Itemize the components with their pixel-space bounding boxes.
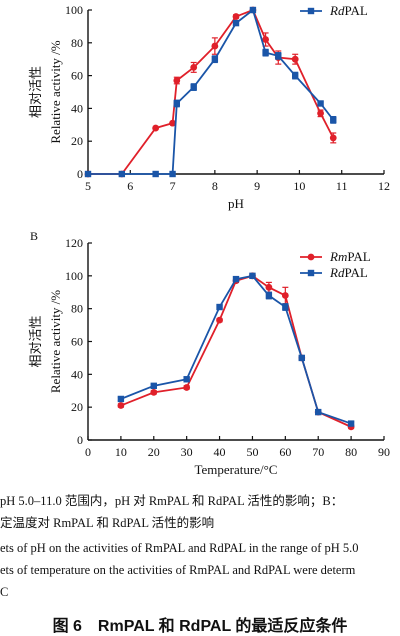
y-tick-label: 20 [71, 134, 83, 148]
legend-marker [307, 253, 315, 261]
y-tick-label: 20 [71, 400, 83, 414]
data-point-1 [249, 272, 256, 280]
data-point-1 [117, 395, 125, 403]
caption-cn-line-1: pH 5.0–11.0 范围内，pH 对 RmPAL 和 RdPAL 活性的影响… [0, 494, 344, 508]
panel-label: B [30, 229, 38, 243]
x-tick-label: 0 [85, 445, 91, 459]
data-point-0 [117, 402, 125, 409]
data-point-1 [84, 170, 92, 178]
legend-label: RmPAL [329, 249, 371, 264]
data-point-1 [232, 19, 240, 27]
x-tick-label: 12 [378, 179, 390, 193]
x-tick-label: 70 [312, 445, 324, 459]
y-tick-label: 100 [65, 269, 83, 283]
chart-ph: 0 20 40 60 80 100 5 6 7 8 9 10 11 12 pH 相对活性 Relative ac… [28, 3, 390, 211]
data-point-1 [169, 170, 176, 178]
data-point-0 [173, 77, 181, 84]
chart-temperature: 0 20 40 60 80 100 120 0 10 20 30 40 50 60 70 80 90 Temper… [28, 229, 390, 477]
data-point-0 [265, 283, 273, 291]
data-point-1 [315, 408, 322, 416]
data-point-1 [152, 170, 159, 178]
data-point-1 [150, 382, 157, 390]
y-axis-label-cn: 相对活性 [28, 66, 43, 118]
x-tick-label: 7 [170, 179, 176, 193]
x-axis-label: pH [228, 196, 244, 211]
data-point-1 [282, 303, 289, 311]
y-tick-label: 120 [65, 236, 83, 250]
y-tick-label: 100 [65, 3, 83, 17]
x-tick-label: 30 [181, 445, 193, 459]
data-point-1 [347, 420, 355, 427]
data-point-1 [249, 6, 257, 14]
y-axis-label-cn: 相对活性 [28, 315, 43, 367]
y-tick-label: 0 [77, 167, 83, 181]
data-point-0 [211, 42, 219, 50]
y-tick-label: 0 [77, 433, 83, 447]
y-tick-label: 80 [71, 36, 83, 50]
data-point-0 [281, 292, 289, 299]
data-point-0 [329, 134, 337, 142]
x-tick-label: 10 [293, 179, 305, 193]
data-point-0 [317, 109, 324, 117]
y-tick-label: 40 [71, 367, 83, 381]
y-tick-label: 60 [71, 69, 83, 83]
figure-title: 图 6 RmPAL 和 RdPAL 的最适反应条件 [52, 618, 348, 635]
data-point-1 [265, 292, 273, 299]
data-point-1 [330, 116, 337, 124]
x-tick-label: 60 [279, 445, 291, 459]
legend-label: RdPAL [329, 265, 368, 280]
data-point-1 [211, 56, 219, 63]
legend-marker [307, 269, 315, 277]
x-axis-label: Temperature/°C [195, 462, 278, 477]
data-point-1 [190, 83, 197, 91]
data-point-1 [298, 354, 305, 362]
data-point-1 [275, 52, 282, 60]
x-tick-label: 90 [378, 445, 390, 459]
data-point-0 [190, 64, 198, 71]
x-tick-label: 80 [345, 445, 357, 459]
caption-en-line-2: ets of temperature on the activities of … [0, 563, 356, 577]
y-tick-label: 60 [71, 335, 83, 349]
data-point-1 [216, 303, 223, 311]
y-axis-label-en: Relative activity /% [48, 290, 63, 393]
data-point-1 [183, 376, 190, 383]
data-point-1 [232, 275, 240, 283]
x-tick-label: 10 [115, 445, 127, 459]
data-point-1 [262, 49, 269, 56]
data-point-0 [216, 316, 223, 324]
x-tick-label: 5 [85, 179, 91, 193]
caption-en-line-3: C [0, 585, 9, 599]
series-line-0 [88, 8, 335, 175]
y-tick-label: 80 [71, 302, 83, 316]
caption-en-line-1: ets of pH on the activities of RmPAL and… [0, 541, 359, 555]
data-point-1 [118, 170, 126, 178]
x-tick-label: 11 [336, 179, 348, 193]
y-tick-label: 40 [71, 101, 83, 115]
y-axis-label-en: Relative activity /% [48, 40, 63, 143]
data-point-0 [169, 119, 176, 127]
data-point-0 [232, 13, 240, 20]
x-tick-label: 6 [127, 179, 133, 193]
caption-cn-line-2: 定温度对 RmPAL 和 RdPAL 活性的影响 [0, 516, 215, 530]
data-point-0 [291, 55, 299, 63]
series-line-1 [88, 8, 334, 175]
x-tick-label: 20 [148, 445, 160, 459]
data-point-1 [317, 100, 324, 107]
data-point-0 [262, 36, 269, 43]
x-tick-label: 9 [254, 179, 260, 193]
x-tick-label: 50 [246, 445, 258, 459]
legend-label: RdPAL [329, 3, 368, 18]
data-point-0 [150, 388, 158, 396]
series-line-1 [120, 274, 352, 425]
legend-marker [307, 7, 315, 15]
x-tick-label: 8 [212, 179, 218, 193]
data-point-0 [183, 384, 191, 391]
data-point-1 [292, 72, 299, 79]
x-tick-label: 40 [214, 445, 226, 459]
data-point-0 [152, 124, 160, 132]
data-point-1 [173, 100, 180, 107]
